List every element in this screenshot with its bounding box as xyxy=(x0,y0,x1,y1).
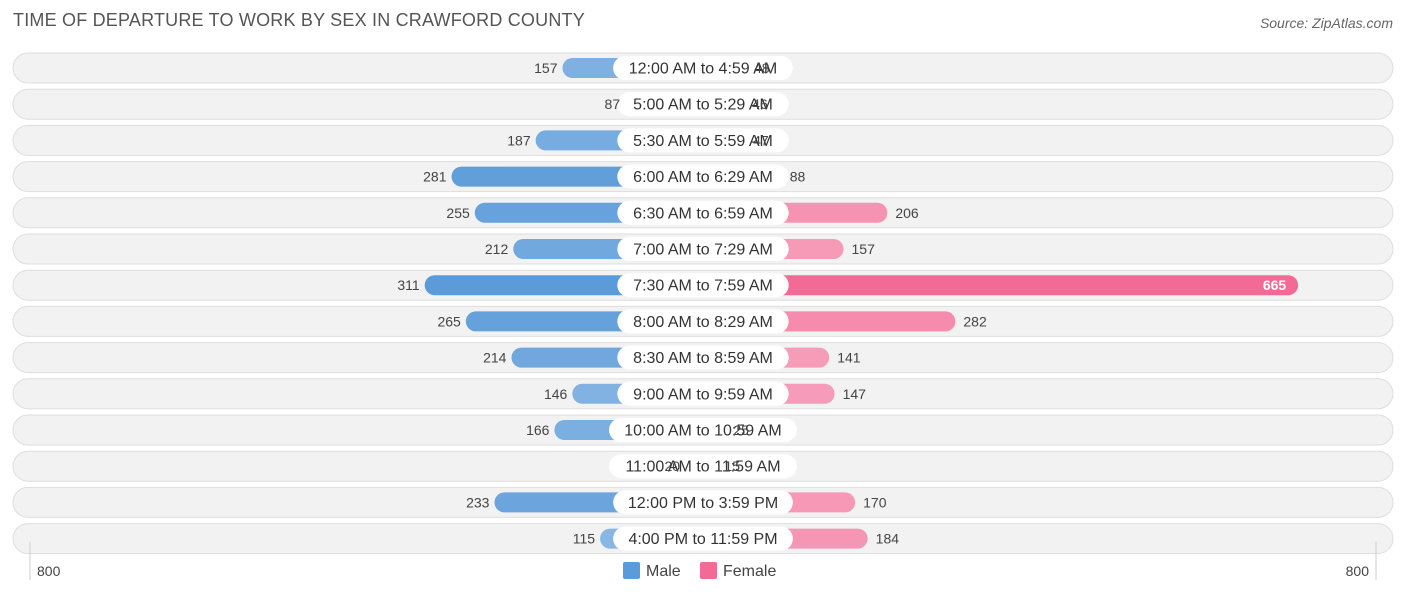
female-value-label: 47 xyxy=(753,132,769,148)
female-value-label: 157 xyxy=(852,241,876,257)
category-label: 12:00 PM to 3:59 PM xyxy=(628,495,778,512)
female-value-label: 15 xyxy=(724,458,740,474)
chart-row: 5:00 AM to 5:29 AM 87 46 xyxy=(12,88,1394,120)
category-label: 5:00 AM to 5:29 AM xyxy=(633,97,773,114)
category-label-background xyxy=(617,128,789,153)
legend-label-female: Female xyxy=(723,563,776,580)
male-value-label: 87 xyxy=(605,96,621,112)
female-value-label: 46 xyxy=(752,96,768,112)
female-value-label: 48 xyxy=(754,60,770,76)
male-value-label: 255 xyxy=(446,205,470,221)
male-value-label: 265 xyxy=(437,313,461,329)
category-label-background xyxy=(617,309,789,334)
category-label: 12:00 AM to 4:59 AM xyxy=(629,61,778,78)
chart-row: 7:00 AM to 7:29 AM 212 157 xyxy=(12,233,1394,265)
female-value-label: 665 xyxy=(1263,277,1287,293)
category-label: 4:00 PM to 11:59 PM xyxy=(628,531,777,548)
female-value-label: 206 xyxy=(895,205,919,221)
male-value-label: 20 xyxy=(665,458,681,474)
legend-swatch-male xyxy=(623,562,640,579)
chart-title: TIME OF DEPARTURE TO WORK BY SEX IN CRAW… xyxy=(13,10,585,30)
category-label-background xyxy=(617,237,789,261)
category-label-background xyxy=(613,526,793,551)
chart-row: 6:30 AM to 6:59 AM 255 206 xyxy=(12,197,1394,229)
category-label-background xyxy=(617,273,789,298)
legend: Male Female xyxy=(623,562,776,580)
category-label: 8:00 AM to 8:29 AM xyxy=(633,314,773,331)
male-value-label: 146 xyxy=(544,386,568,402)
category-label: 10:00 AM to 10:59 AM xyxy=(624,423,781,440)
male-value-label: 311 xyxy=(397,277,420,293)
category-label-background xyxy=(609,418,797,442)
female-value-label: 170 xyxy=(863,494,887,510)
category-label: 11:00 AM to 11:59 AM xyxy=(625,459,780,476)
female-value-label: 147 xyxy=(843,386,867,402)
category-label: 7:30 AM to 7:59 AM xyxy=(633,278,773,295)
female-value-label: 282 xyxy=(963,313,987,329)
category-label: 7:00 AM to 7:29 AM xyxy=(633,242,773,259)
chart-row: 6:00 AM to 6:29 AM 281 88 xyxy=(12,161,1394,193)
chart-row: 12:00 AM to 4:59 AM 157 48 xyxy=(12,52,1394,84)
male-value-label: 115 xyxy=(573,531,596,547)
category-label-background xyxy=(609,454,797,479)
category-label: 5:30 AM to 5:59 AM xyxy=(633,133,773,150)
female-value-label: 88 xyxy=(790,169,806,185)
category-label-background xyxy=(613,490,793,515)
male-value-label: 157 xyxy=(534,60,558,76)
male-value-label: 214 xyxy=(483,350,507,366)
chart-row: 9:00 AM to 9:59 AM 146 147 xyxy=(12,378,1394,410)
category-label-background xyxy=(613,56,793,80)
category-label-background xyxy=(617,200,789,225)
category-label-background xyxy=(617,381,789,406)
chart-row: 12:00 PM to 3:59 PM 233 170 xyxy=(12,486,1394,518)
female-value-label: 141 xyxy=(837,350,861,366)
chart-row: 10:00 AM to 10:59 AM 166 25 xyxy=(12,414,1394,446)
legend-label-male: Male xyxy=(646,563,681,580)
male-value-label: 166 xyxy=(526,422,550,438)
legend-swatch-female xyxy=(700,562,717,579)
left-axis-label: 800 xyxy=(37,563,61,579)
right-axis-label: 800 xyxy=(1346,563,1370,579)
category-label-background xyxy=(617,345,789,370)
category-label-background xyxy=(617,164,789,189)
chart-row: 7:30 AM to 7:59 AM 311 665 xyxy=(12,269,1394,301)
chart-row: 8:30 AM to 8:59 AM 214 141 xyxy=(12,342,1394,374)
category-label: 8:30 AM to 8:59 AM xyxy=(633,350,773,367)
category-label: 6:00 AM to 6:29 AM xyxy=(633,169,773,186)
female-value-label: 184 xyxy=(876,531,900,547)
male-value-label: 187 xyxy=(507,132,531,148)
category-label: 6:30 AM to 6:59 AM xyxy=(633,205,773,222)
chart-row: 5:30 AM to 5:59 AM 187 47 xyxy=(12,124,1394,156)
chart-row: 4:00 PM to 11:59 PM 115 184 xyxy=(12,523,1394,555)
chart-row: 8:00 AM to 8:29 AM 265 282 xyxy=(12,305,1394,337)
chart-source: Source: ZipAtlas.com xyxy=(1259,15,1393,31)
category-label-background xyxy=(617,92,789,117)
male-value-label: 212 xyxy=(485,241,509,257)
female-bar xyxy=(703,275,1299,296)
male-value-label: 233 xyxy=(466,494,490,510)
female-value-label: 25 xyxy=(733,422,749,438)
male-value-label: 281 xyxy=(423,169,447,185)
category-label: 9:00 AM to 9:59 AM xyxy=(633,386,773,403)
